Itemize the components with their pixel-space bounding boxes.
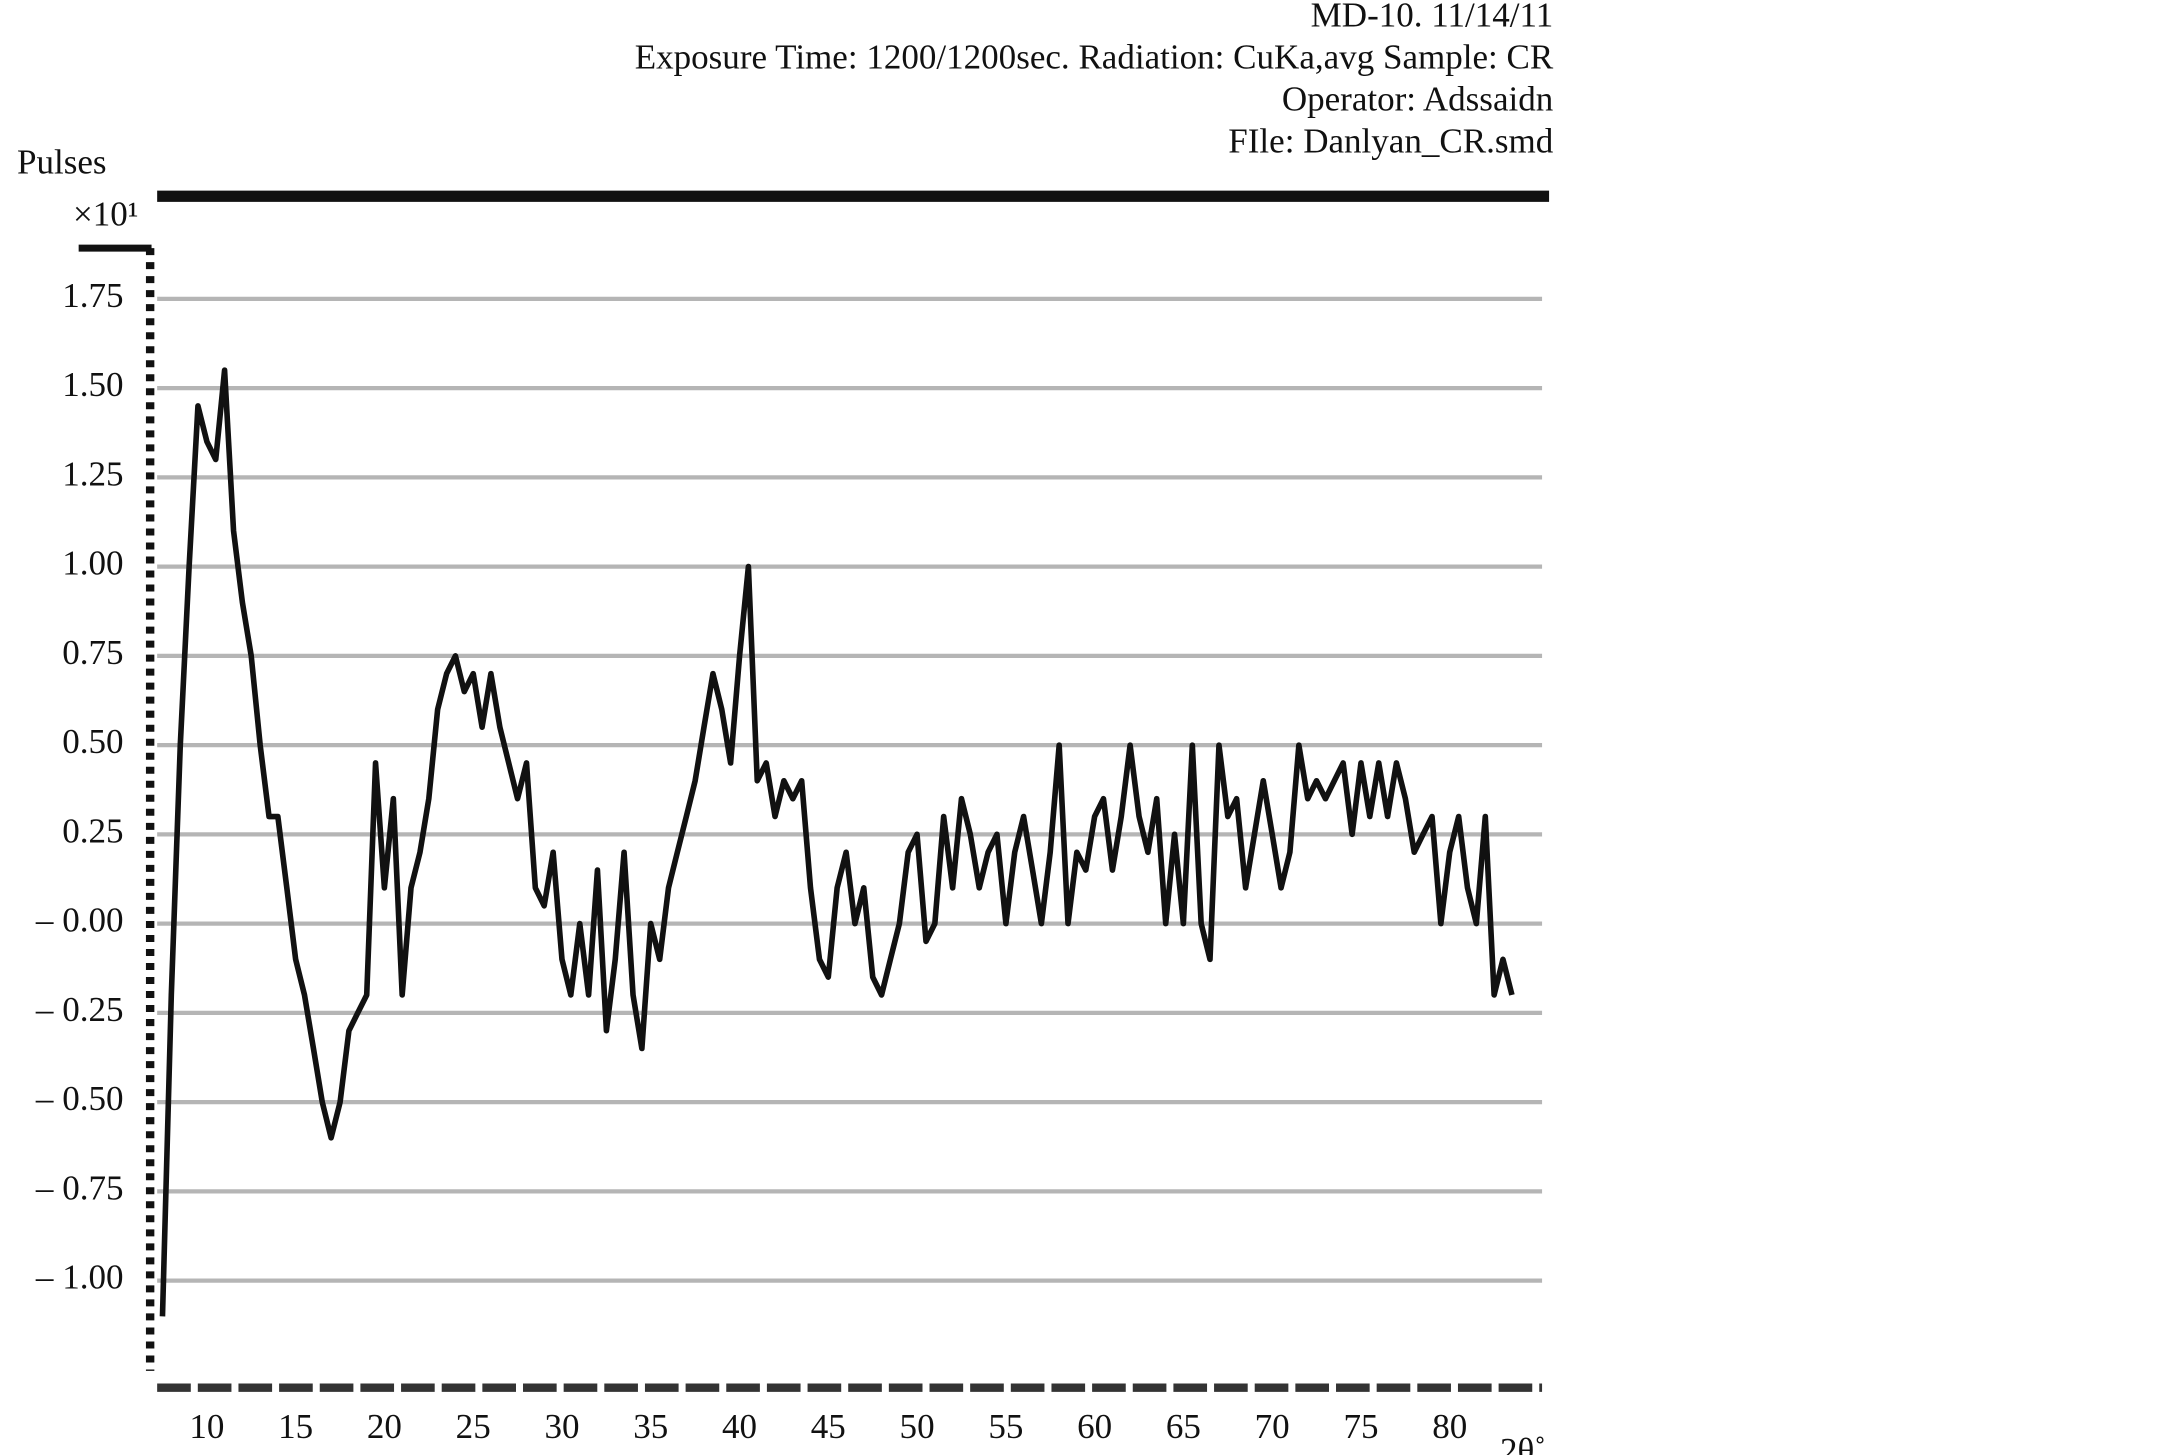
x-tick-label: 50 — [900, 1407, 935, 1446]
x-tick-label: 10 — [189, 1407, 224, 1446]
y-tick-label: 1.50 — [62, 365, 123, 404]
y-tick-label: – 0.25 — [35, 990, 124, 1029]
y-tick-label: 1.75 — [62, 276, 123, 315]
y-tick-label: 1.25 — [62, 454, 123, 493]
x-tick-label: 65 — [1166, 1407, 1201, 1446]
y-multiplier: ×10¹ — [73, 194, 138, 233]
x-axis-label: 2θ˚ — [1500, 1431, 1546, 1455]
y-tick-label: – 0.75 — [35, 1168, 124, 1207]
y-tick-label: – 0.50 — [35, 1079, 124, 1118]
x-tick-label: 75 — [1343, 1407, 1378, 1446]
x-tick-label: 30 — [544, 1407, 579, 1446]
x-tick-label: 70 — [1255, 1407, 1290, 1446]
x-tick-label: 55 — [988, 1407, 1023, 1446]
x-tick-label: 25 — [456, 1407, 491, 1446]
y-tick-label: – 0.00 — [35, 901, 124, 940]
x-tick-label: 15 — [278, 1407, 313, 1446]
x-tick-label: 20 — [367, 1407, 402, 1446]
y-tick-label: 0.75 — [62, 633, 123, 672]
y-tick-label: 1.00 — [62, 544, 123, 583]
x-tick-label: 80 — [1432, 1407, 1467, 1446]
data-line — [159, 367, 1515, 1317]
title-line: Exposure Time: 1200/1200sec. Radiation: … — [635, 37, 1554, 76]
y-tick-label: – 1.00 — [35, 1258, 124, 1297]
title-line: Operator: Adssaidn — [1282, 79, 1553, 118]
x-tick-label: 45 — [811, 1407, 846, 1446]
y-axis-label: Pulses — [17, 142, 107, 181]
y-tick-label: 0.25 — [62, 811, 123, 850]
y-tick-label: 0.50 — [62, 722, 123, 761]
title-line: MD-10. 11/14/11 — [1311, 0, 1554, 34]
x-tick-label: 60 — [1077, 1407, 1112, 1446]
x-tick-label: 40 — [722, 1407, 757, 1446]
x-tick-label: 35 — [633, 1407, 668, 1446]
title-line: FIle: Danlyan_CR.smd — [1228, 121, 1553, 160]
